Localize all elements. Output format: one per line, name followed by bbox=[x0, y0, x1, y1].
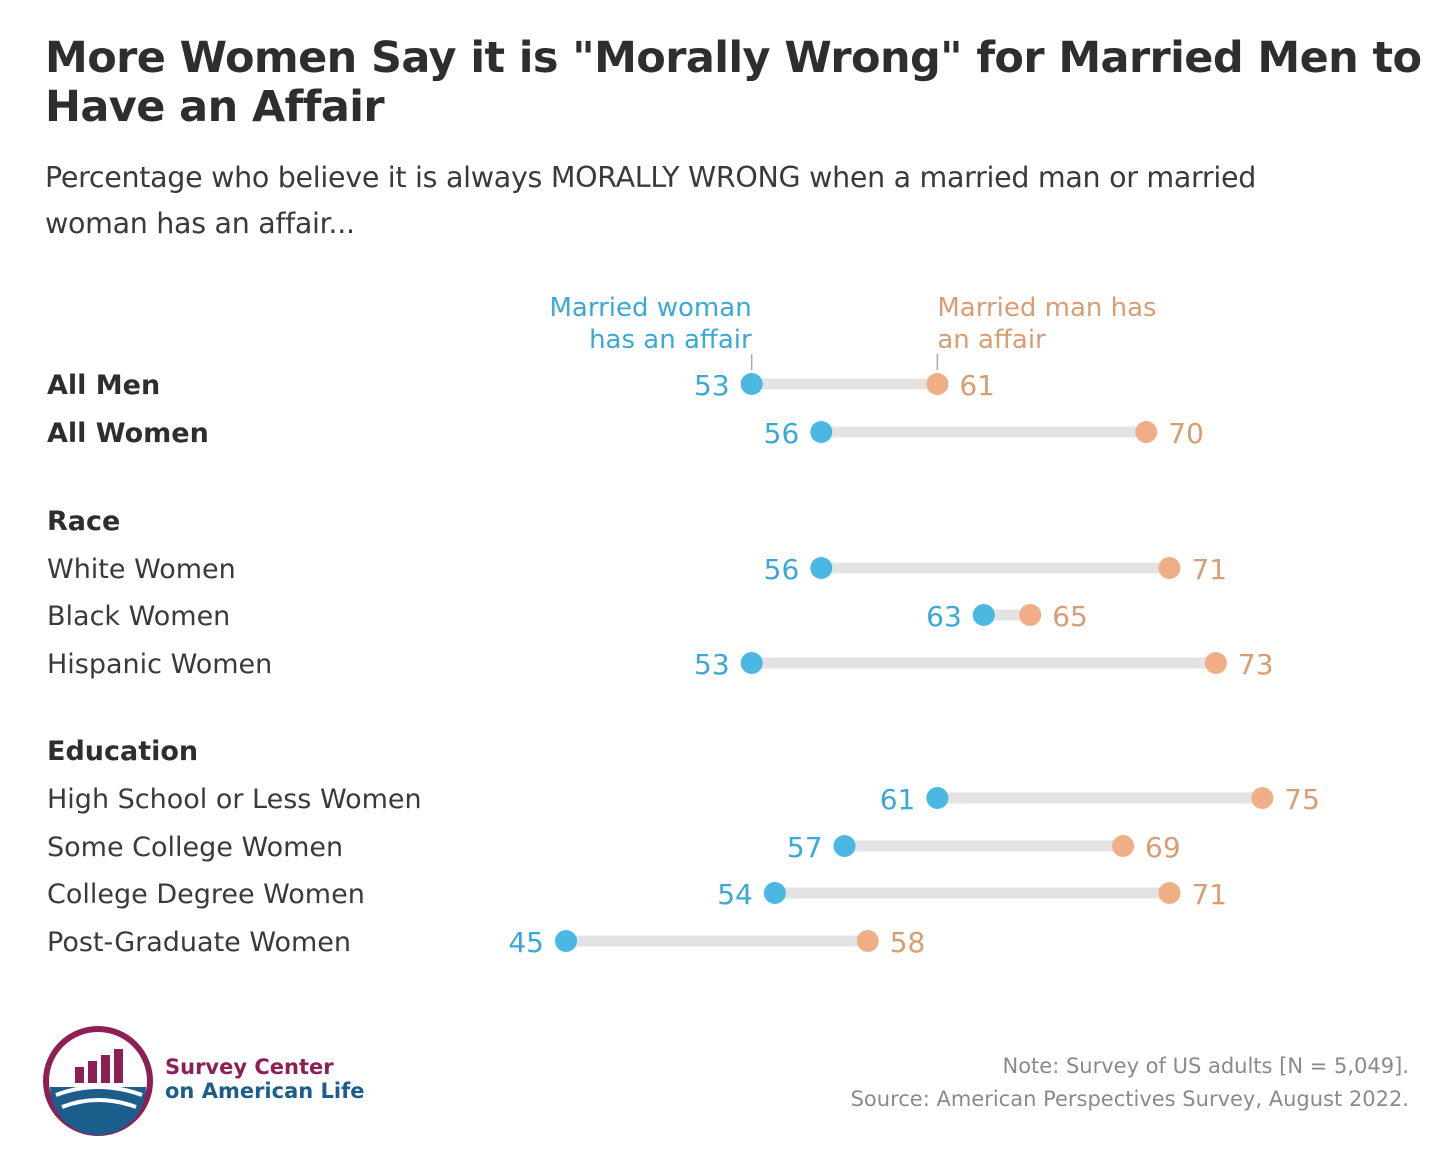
footer-notes: Note: Survey of US adults [N = 5,049]. S… bbox=[851, 1050, 1409, 1116]
woman-dot-black-women bbox=[972, 604, 995, 626]
legend-man-line-2: an affair bbox=[937, 325, 1046, 355]
legend-man-line-1: Married man has bbox=[937, 293, 1156, 323]
woman-dot-white-women bbox=[810, 557, 833, 579]
row-label-all-women: All Women bbox=[47, 418, 209, 449]
woman-value-some-college-women: 57 bbox=[787, 831, 823, 864]
man-dot-post-graduate-women bbox=[856, 930, 879, 952]
woman-dot-some-college-women bbox=[833, 835, 856, 857]
woman-value-college-degree-women: 54 bbox=[717, 878, 753, 911]
group-header-education: Education bbox=[47, 736, 198, 767]
logo-line-2: on American Life bbox=[165, 1079, 365, 1103]
man-value-all-men: 61 bbox=[959, 369, 995, 402]
woman-dot-hispanic-women bbox=[740, 652, 763, 674]
row-label-white-women: White Women bbox=[47, 554, 236, 585]
row-label-high-school-or-less-women: High School or Less Women bbox=[47, 784, 422, 815]
man-dot-black-women bbox=[1019, 604, 1042, 626]
man-dot-all-women bbox=[1135, 421, 1158, 443]
group-header-race: Race bbox=[47, 506, 120, 537]
row-label-some-college-women: Some College Women bbox=[47, 832, 343, 863]
chart-subtitle: Percentage who believe it is always MORA… bbox=[45, 161, 1256, 240]
man-value-post-graduate-women: 58 bbox=[890, 926, 926, 959]
woman-value-hispanic-women: 53 bbox=[694, 648, 730, 681]
man-dot-college-degree-women bbox=[1158, 882, 1181, 904]
man-dot-all-men bbox=[926, 373, 949, 395]
woman-value-high-school-or-less-women: 61 bbox=[880, 783, 916, 816]
woman-value-white-women: 56 bbox=[764, 553, 800, 586]
woman-dot-college-degree-women bbox=[763, 882, 786, 904]
legend-woman-line-2: has an affair bbox=[589, 325, 752, 355]
row-label-college-degree-women: College Degree Women bbox=[47, 879, 365, 910]
man-dot-high-school-or-less-women bbox=[1251, 787, 1274, 809]
survey-center-logo-icon bbox=[43, 1026, 153, 1136]
man-dot-hispanic-women bbox=[1204, 652, 1227, 674]
man-value-some-college-women: 69 bbox=[1145, 831, 1181, 864]
man-value-college-degree-women: 71 bbox=[1191, 878, 1227, 911]
row-label-black-women: Black Women bbox=[47, 601, 230, 632]
woman-dot-all-men bbox=[740, 373, 763, 395]
row-label-all-men: All Men bbox=[47, 370, 160, 401]
footer-note: Note: Survey of US adults [N = 5,049]. bbox=[1002, 1054, 1409, 1078]
chart-title: More Women Say it is "Morally Wrong" for… bbox=[45, 33, 1422, 132]
woman-value-all-men: 53 bbox=[694, 369, 730, 402]
man-value-black-women: 65 bbox=[1052, 600, 1088, 633]
row-label-hispanic-women: Hispanic Women bbox=[47, 649, 272, 680]
woman-dot-post-graduate-women bbox=[555, 930, 577, 952]
woman-value-all-women: 56 bbox=[764, 417, 800, 450]
legend-woman-line-1: Married woman bbox=[549, 293, 751, 323]
man-dot-some-college-women bbox=[1112, 835, 1135, 857]
woman-value-post-graduate-women: 45 bbox=[508, 926, 544, 959]
logo-line-1: Survey Center bbox=[165, 1055, 334, 1079]
man-value-high-school-or-less-women: 75 bbox=[1284, 783, 1320, 816]
man-value-white-women: 71 bbox=[1191, 553, 1227, 586]
woman-value-black-women: 63 bbox=[926, 600, 962, 633]
footer-source: Source: American Perspectives Survey, Au… bbox=[850, 1087, 1409, 1111]
woman-dot-all-women bbox=[810, 421, 833, 443]
man-value-hispanic-women: 73 bbox=[1238, 648, 1274, 681]
logo-wordmark: Survey Center on American Life bbox=[165, 1055, 364, 1103]
woman-dot-high-school-or-less-women bbox=[926, 787, 949, 809]
man-dot-white-women bbox=[1158, 557, 1181, 579]
row-label-post-graduate-women: Post-Graduate Women bbox=[47, 927, 351, 958]
man-value-all-women: 70 bbox=[1168, 417, 1204, 450]
